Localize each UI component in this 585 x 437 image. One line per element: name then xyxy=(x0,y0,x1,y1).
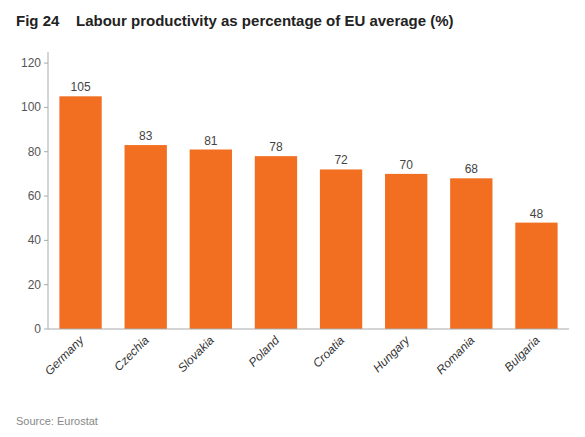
data-label: 83 xyxy=(139,129,153,143)
chart-svg: Fig 24 Labour productivity as percentage… xyxy=(0,0,585,437)
x-tick-label: Poland xyxy=(246,333,283,370)
bars xyxy=(59,96,557,329)
y-tick xyxy=(44,107,48,108)
data-label: 70 xyxy=(400,158,414,172)
bar xyxy=(190,150,232,329)
y-tick-label: 40 xyxy=(28,233,42,247)
y-axis: 0 20 40 60 80 100 120 xyxy=(21,52,48,336)
data-label: 78 xyxy=(269,140,283,154)
data-label: 48 xyxy=(530,207,544,221)
bar xyxy=(320,169,362,329)
bar xyxy=(515,223,557,329)
x-tick-label: Czechia xyxy=(111,333,152,374)
y-tick-label: 60 xyxy=(28,189,42,203)
bar xyxy=(59,96,101,329)
y-tick xyxy=(44,240,48,241)
y-tick-label: 80 xyxy=(28,145,42,159)
y-tick-label: 0 xyxy=(34,322,41,336)
x-tick-label: Bulgaria xyxy=(502,333,543,374)
x-tick-label: Croatia xyxy=(310,333,347,370)
data-label: 81 xyxy=(204,134,218,148)
y-tick xyxy=(44,151,48,152)
x-axis-line xyxy=(48,329,569,330)
x-tick-label: Hungary xyxy=(370,333,413,376)
bar xyxy=(255,156,297,329)
y-tick xyxy=(44,284,48,285)
chart-title: Fig 24 Labour productivity as percentage… xyxy=(16,12,454,29)
x-tick-label: Romania xyxy=(434,333,478,377)
data-labels: 105 83 81 78 72 70 68 48 xyxy=(71,80,544,220)
bar xyxy=(385,174,427,329)
y-tick xyxy=(44,63,48,64)
x-tick-label: Slovakia xyxy=(175,333,217,375)
x-axis: Germany Czechia Slovakia Poland Croatia Hunga… xyxy=(42,329,569,378)
y-tick-label: 20 xyxy=(28,278,42,292)
annotation: Source: Eurostat xyxy=(16,415,98,427)
bar xyxy=(125,145,167,329)
data-label: 105 xyxy=(71,80,91,94)
y-tick xyxy=(44,329,48,330)
y-axis-line xyxy=(48,52,49,329)
bar xyxy=(450,178,492,329)
y-tick xyxy=(44,196,48,197)
data-label: 72 xyxy=(334,153,348,167)
y-tick-label: 120 xyxy=(21,56,41,70)
data-label: 68 xyxy=(465,162,479,176)
x-tick-label: Germany xyxy=(42,333,88,379)
chart-container: Fig 24 Labour productivity as percentage… xyxy=(0,0,585,437)
y-tick-label: 100 xyxy=(21,100,41,114)
